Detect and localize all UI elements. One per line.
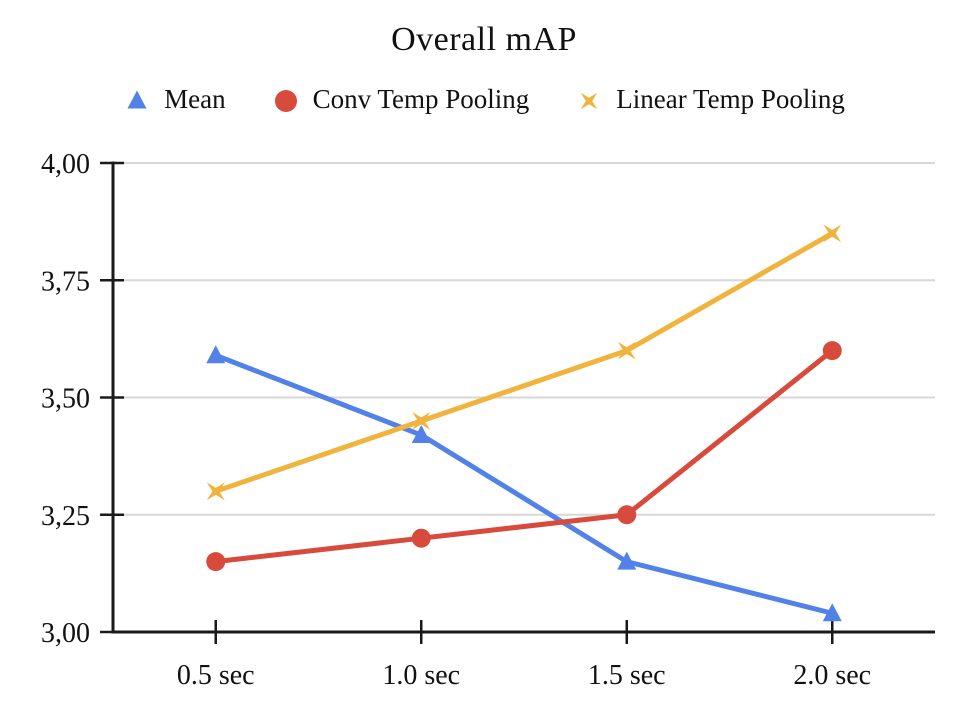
data-point-conv-temp-pooling bbox=[822, 341, 842, 361]
data-point-mean bbox=[617, 551, 637, 570]
x-star-shape bbox=[580, 92, 598, 109]
chart-title: Overall mAP bbox=[391, 21, 577, 58]
series-line-conv-temp-pooling bbox=[213, 348, 835, 565]
x-tick-label: 0.5 sec bbox=[177, 660, 255, 691]
data-point-conv-temp-pooling bbox=[411, 528, 431, 548]
x-tick-label: 2.0 sec bbox=[793, 660, 871, 691]
y-tick-label: 3,25 bbox=[41, 501, 90, 532]
data-point-linear-temp-pooling bbox=[823, 224, 842, 243]
x-tick-label: 1.0 sec bbox=[382, 660, 460, 691]
triangle-icon bbox=[127, 90, 147, 108]
legend-label: Conv Temp Pooling bbox=[312, 84, 530, 114]
legend-item-linear-temp-pooling: Linear Temp Pooling bbox=[575, 84, 845, 115]
legend-label: Linear Temp Pooling bbox=[616, 84, 845, 114]
y-tick-label: 3,50 bbox=[41, 384, 90, 415]
circle-shape bbox=[274, 89, 297, 112]
circle-icon bbox=[274, 89, 297, 112]
x-star-icon bbox=[580, 92, 598, 109]
data-point-conv-temp-pooling bbox=[617, 505, 637, 525]
legend-label: Mean bbox=[164, 84, 226, 114]
x-tick-label: 1.5 sec bbox=[588, 660, 666, 691]
series-line-linear-temp-pooling bbox=[213, 230, 835, 494]
series-line-mean bbox=[213, 352, 835, 616]
triangle-shape bbox=[127, 90, 147, 108]
data-point-linear-temp-pooling bbox=[412, 412, 431, 430]
legend-item-mean: Mean bbox=[123, 84, 226, 115]
data-point-conv-temp-pooling bbox=[206, 552, 226, 572]
data-point-mean bbox=[822, 603, 842, 622]
data-point-linear-temp-pooling bbox=[617, 341, 636, 360]
data-point-linear-temp-pooling bbox=[206, 482, 225, 501]
data-point-mean bbox=[411, 425, 431, 444]
legend-item-conv-temp-pooling: Conv Temp Pooling bbox=[272, 84, 530, 115]
data-point-mean bbox=[206, 345, 226, 364]
y-tick-label: 4,00 bbox=[41, 149, 90, 180]
chart-legend: Mean Conv Temp Pooling Linear Temp Pooling bbox=[0, 84, 968, 115]
y-tick-label: 3,00 bbox=[41, 618, 90, 649]
y-tick-label: 3,75 bbox=[41, 266, 90, 297]
